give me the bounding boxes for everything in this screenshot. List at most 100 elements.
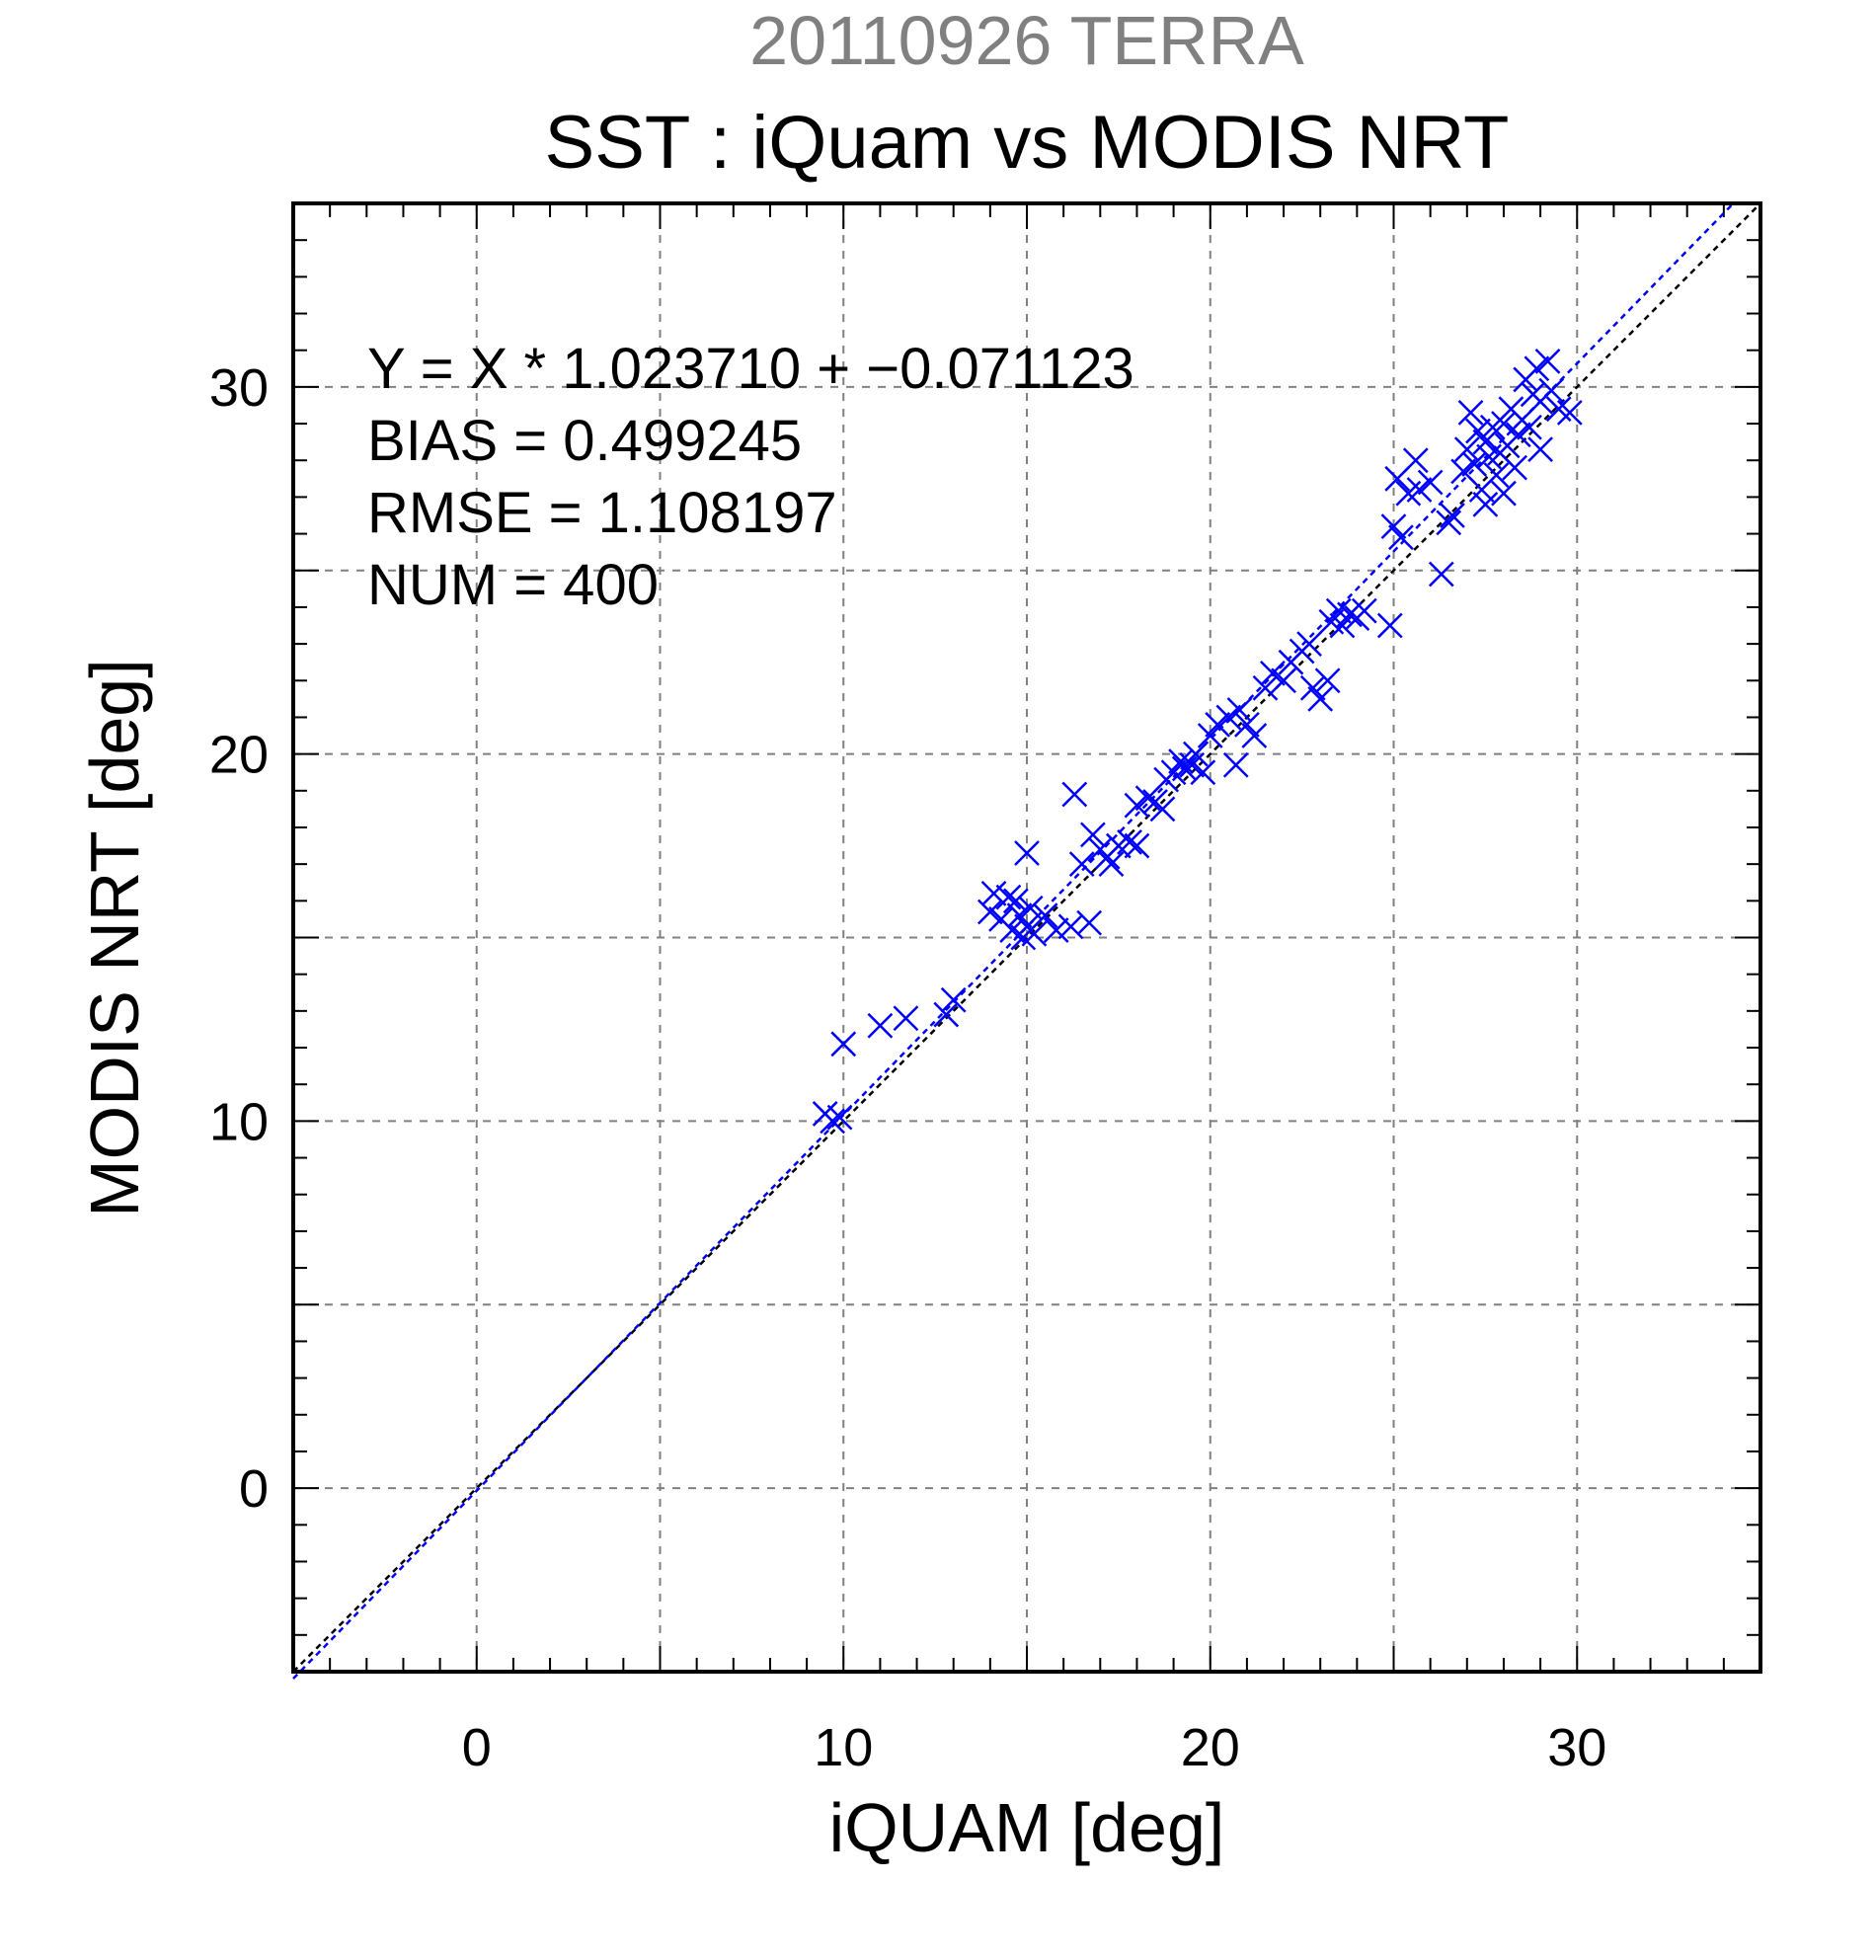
data-point-stroke: [1524, 355, 1550, 382]
data-point: [1453, 436, 1480, 462]
data-point: [1014, 840, 1040, 866]
data-point: [933, 1001, 960, 1028]
data-point: [1505, 422, 1531, 448]
data-point: [893, 1005, 919, 1032]
data-point: [940, 986, 967, 1013]
data-point-stroke: [1307, 685, 1334, 712]
y-tick-label: 0: [239, 1459, 269, 1519]
data-point: [1314, 667, 1341, 694]
data-point: [995, 884, 1022, 910]
data-point-stroke: [999, 917, 1026, 943]
data-point-stroke: [980, 881, 1007, 906]
data-point: [1517, 414, 1542, 440]
data-point-stroke: [1534, 348, 1561, 374]
data-point-stroke: [1117, 828, 1142, 855]
data-point-stroke: [1527, 436, 1553, 462]
data-point-stroke: [1260, 660, 1286, 686]
data-point: [1079, 822, 1106, 848]
data-point-stroke: [1061, 781, 1088, 808]
data-point-stroke: [1428, 561, 1454, 588]
data-point: [1337, 601, 1363, 628]
data-point-stroke: [820, 1108, 845, 1135]
data-point-stroke: [1299, 674, 1326, 701]
data-point: [1465, 418, 1491, 444]
data-point-stroke: [1472, 491, 1499, 517]
data-point: [1017, 895, 1044, 921]
data-point: [1043, 917, 1069, 943]
data-point: [867, 1012, 894, 1039]
data-point: [1457, 400, 1484, 426]
data-point: [1183, 741, 1209, 767]
data-point: [1491, 480, 1517, 507]
data-point: [1440, 503, 1465, 528]
data-point: [1271, 667, 1296, 694]
data-point-stroke: [1168, 748, 1194, 774]
data-point-stroke: [1329, 612, 1356, 639]
data-point-stroke: [1457, 400, 1484, 426]
data-point-stroke: [1337, 601, 1363, 628]
y-axis-label: MODIS NRT [deg]: [76, 659, 153, 1216]
data-point: [820, 1108, 845, 1135]
data-point: [1307, 685, 1334, 712]
data-point-stroke: [1234, 712, 1260, 738]
data-point: [1124, 832, 1150, 859]
data-point: [1260, 660, 1286, 686]
data-point: [1021, 920, 1048, 947]
data-point-stroke: [1517, 414, 1542, 440]
data-point-stroke: [1296, 631, 1322, 657]
y-tick-label: 10: [209, 1092, 269, 1151]
data-point-stroke: [1002, 888, 1029, 914]
data-point: [1329, 612, 1356, 639]
data-point: [1296, 631, 1322, 657]
data-point-stroke: [995, 884, 1022, 910]
data-point: [826, 1104, 853, 1131]
data-point-stroke: [1183, 741, 1209, 767]
data-point: [1380, 513, 1407, 540]
data-point: [1222, 751, 1249, 778]
data-point-stroke: [1556, 400, 1583, 426]
data-point: [1406, 477, 1433, 503]
data-point: [1226, 697, 1253, 723]
data-point-stroke: [1205, 712, 1231, 738]
data-point: [1428, 561, 1454, 588]
data-point: [1076, 909, 1103, 936]
data-point-stroke: [1190, 759, 1216, 786]
grid-lines: [293, 203, 1760, 1672]
data-point-stroke: [1021, 920, 1048, 947]
data-point-stroke: [867, 1012, 894, 1039]
data-point-stroke: [1079, 822, 1106, 848]
data-point-stroke: [1325, 597, 1352, 624]
data-point: [1032, 902, 1058, 929]
data-point-stroke: [1271, 667, 1296, 694]
data-point: [1556, 400, 1583, 426]
data-point: [980, 881, 1007, 906]
plot-frame: [291, 201, 1762, 1674]
data-point-stroke: [1436, 510, 1462, 536]
data-point-stroke: [1461, 451, 1488, 477]
num-text: NUM = 400: [367, 553, 659, 617]
data-point-stroke: [1006, 902, 1033, 929]
data-point: [1376, 612, 1403, 639]
data-point-stroke: [1388, 524, 1414, 551]
data-point: [1205, 712, 1231, 738]
data-point-stroke: [1124, 832, 1150, 859]
data-point-stroke: [977, 899, 1003, 925]
x-axis-label: iQUAM [deg]: [829, 1789, 1225, 1866]
data-point: [1483, 462, 1510, 488]
data-point: [1402, 447, 1429, 474]
data-point-stroke: [1032, 902, 1058, 929]
data-point: [1252, 674, 1279, 701]
data-point-stroke: [1417, 469, 1444, 496]
data-point: [1002, 888, 1029, 914]
data-point-stroke: [1440, 503, 1465, 528]
data-points: [812, 348, 1583, 1135]
data-point-stroke: [1043, 917, 1069, 943]
data-point: [1502, 454, 1527, 481]
fit-equation-text: Y = X * 1.023710 + −0.071123: [367, 337, 1134, 401]
data-point: [1351, 597, 1377, 624]
data-point: [977, 899, 1003, 925]
data-point-stroke: [1505, 422, 1531, 448]
data-point: [1534, 348, 1561, 374]
data-point-stroke: [1215, 704, 1242, 731]
y-tick-label: 20: [209, 726, 269, 785]
